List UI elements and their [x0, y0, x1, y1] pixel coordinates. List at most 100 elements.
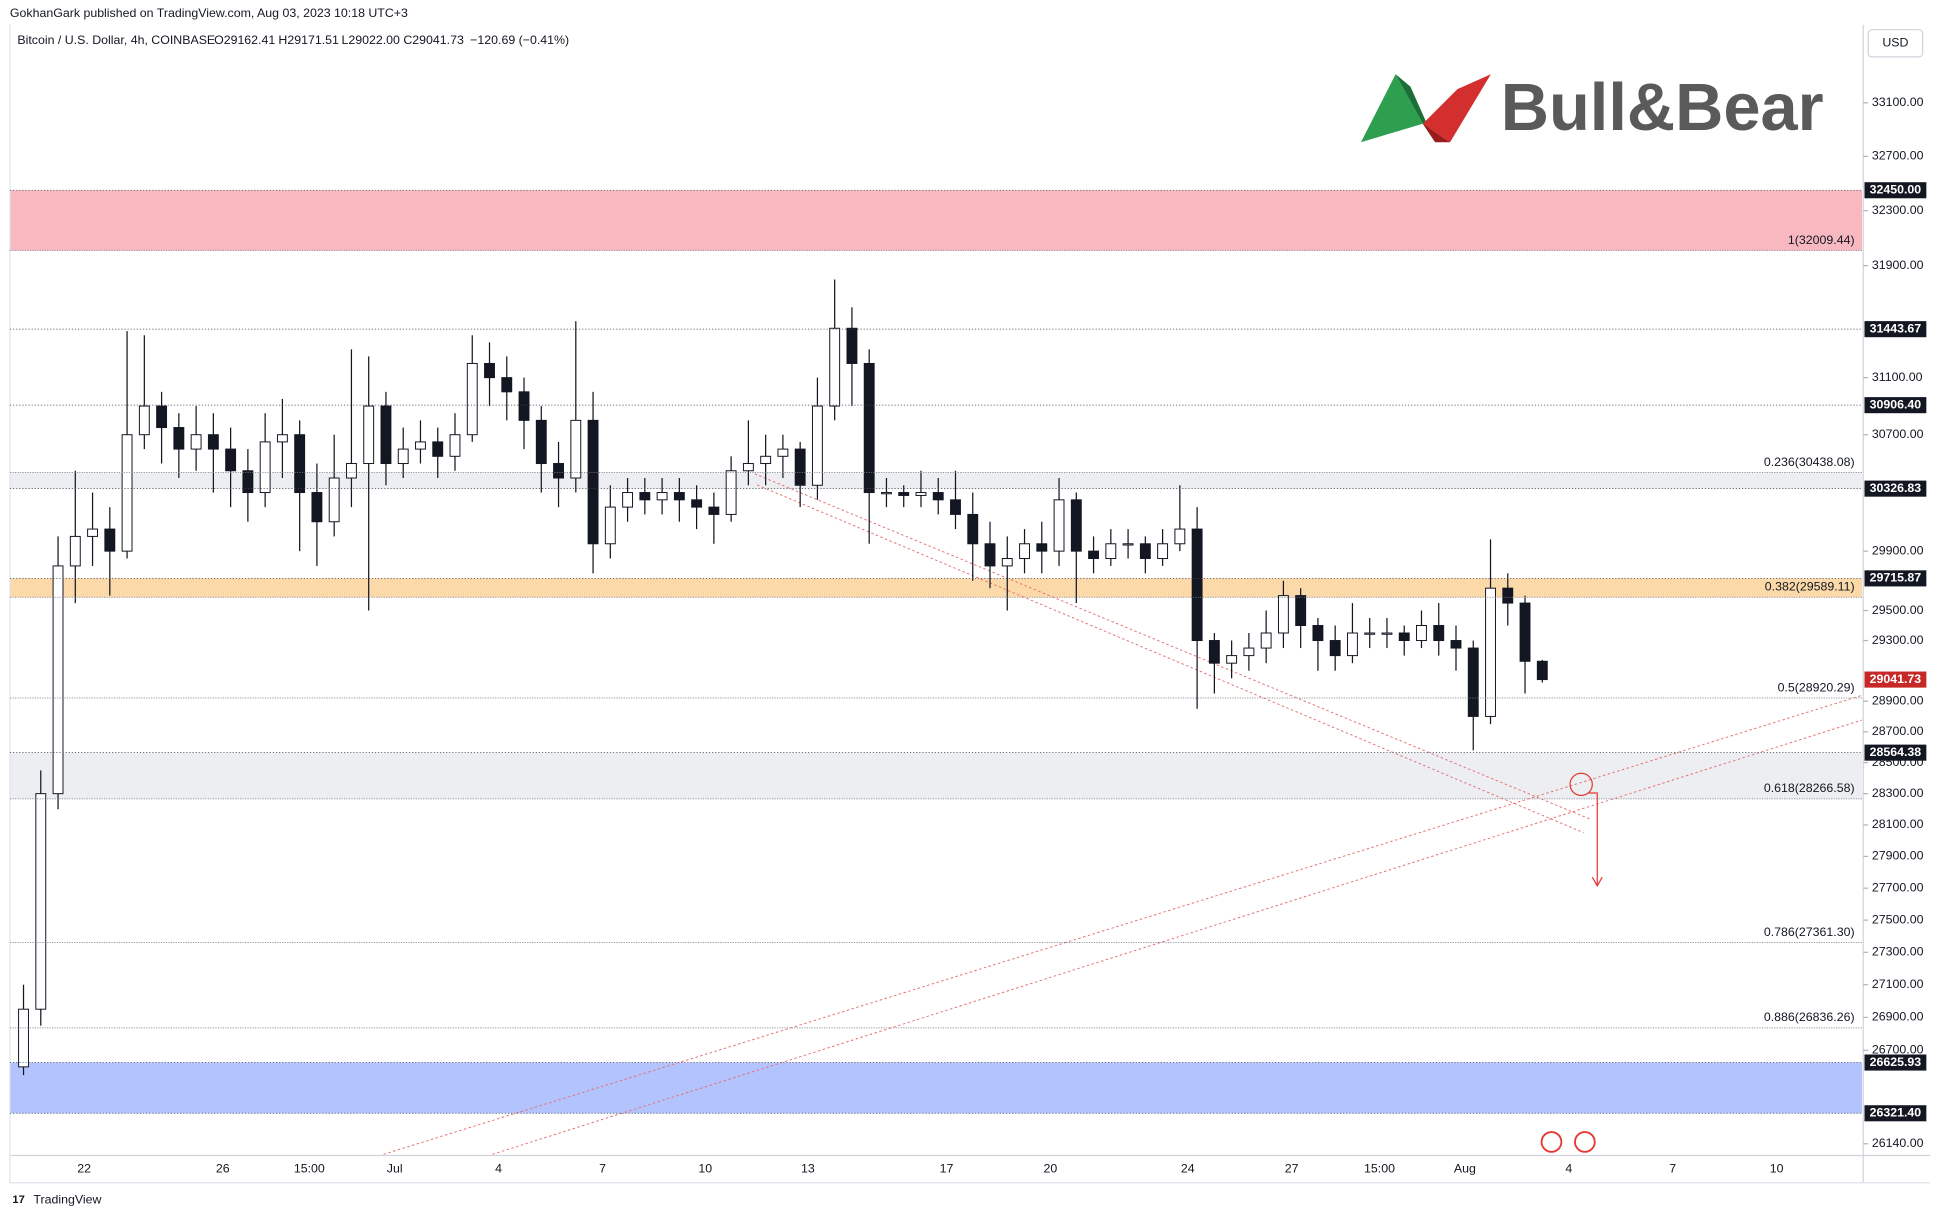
candle-body [1139, 543, 1151, 560]
y-tick-label: 31100.00 [1872, 370, 1923, 384]
arrow [1588, 792, 1603, 888]
x-tick-label: Jul [387, 1161, 403, 1175]
candle-body [1450, 640, 1462, 649]
candle-body [156, 405, 168, 429]
candle-body [742, 463, 754, 472]
candle-body [1433, 625, 1445, 642]
candle-body [691, 499, 703, 508]
candle-body [104, 528, 116, 552]
candle-body [967, 513, 979, 545]
candle-body [1088, 550, 1100, 560]
candle-body [242, 470, 254, 494]
candle-body [1347, 632, 1358, 657]
candle-body [449, 434, 461, 457]
currency-button[interactable] [1867, 29, 1924, 58]
y-tick-label: 31900.00 [1872, 258, 1924, 272]
candle-body [1226, 655, 1238, 664]
candle-body [1157, 543, 1169, 560]
y-tick-label: 27100.00 [1872, 977, 1924, 991]
y-tick-label: 27700.00 [1872, 880, 1924, 894]
x-tick-label: 26 [216, 1161, 230, 1175]
publisher: GokhanGark published on TradingView.com,… [10, 6, 408, 20]
candle-body [1053, 499, 1065, 552]
candle-body [1243, 647, 1255, 657]
candle-body [760, 455, 772, 465]
price-tag [1864, 570, 1927, 587]
candle-body [432, 441, 444, 457]
candle-body [69, 535, 81, 567]
x-tick-label: 15:00 [294, 1161, 325, 1175]
candle-body [570, 419, 582, 479]
candle-body [1105, 543, 1117, 560]
candle-body [553, 463, 564, 479]
zone [9, 1062, 1863, 1114]
x-tick-label: 7 [1669, 1161, 1676, 1175]
y-tick-label: 27900.00 [1872, 849, 1924, 863]
candle-body [932, 492, 944, 501]
price-tag-label: 26321.40 [1870, 1106, 1922, 1120]
candle-body [708, 506, 720, 515]
trend-line [383, 694, 1863, 1155]
candle-body [639, 492, 651, 501]
candle-body [190, 434, 202, 450]
candle-body [673, 492, 685, 501]
candle-body [276, 434, 288, 443]
x-tick-label: 15:00 [1364, 1161, 1395, 1175]
x-tick-label: Aug [1454, 1161, 1476, 1175]
price-tag-label: 26625.93 [1870, 1055, 1922, 1069]
candle-body [1260, 632, 1272, 649]
candle-body [138, 405, 150, 436]
candle-body [656, 492, 668, 501]
ohlc: C29041.73 [403, 33, 464, 47]
candle-body [1122, 543, 1134, 546]
currency[interactable]: USD [1882, 36, 1908, 50]
x-tick-label: 13 [801, 1161, 815, 1175]
candle-body [173, 427, 185, 450]
price-tag [1864, 744, 1927, 761]
price-tag-label: 30326.83 [1870, 481, 1922, 495]
candle-body [1019, 543, 1030, 560]
candle-body [1174, 528, 1186, 545]
candle-body [52, 565, 64, 795]
fib-label: 0.5(28920.29) [1778, 680, 1855, 694]
candle-body [1277, 595, 1289, 634]
candle-body [328, 477, 340, 523]
y-tick-label: 33100.00 [1872, 95, 1924, 109]
x-tick-label: 4 [1565, 1161, 1572, 1175]
candle-body [915, 492, 927, 496]
candle-body [1536, 660, 1548, 681]
x-tick-label: 7 [599, 1161, 606, 1175]
candle-body [466, 362, 478, 436]
ohlc: H29171.51 [278, 33, 339, 47]
y-tick-label: 30700.00 [1872, 427, 1924, 441]
price-tag [1864, 397, 1927, 414]
fib-label: 0.618(28266.58) [1764, 781, 1855, 795]
candle-body [881, 492, 892, 495]
candle-body [484, 362, 495, 379]
zone [9, 578, 1863, 598]
candle-body [35, 793, 47, 1010]
last-price-label: 29041.73 [1870, 672, 1922, 686]
candle-body [207, 434, 219, 450]
candle-body [1364, 632, 1376, 635]
x-tick-label: 20 [1044, 1161, 1058, 1175]
price-tag [1864, 1054, 1927, 1071]
logo-text: Bull&Bear [1501, 71, 1824, 145]
candle-body [18, 1008, 29, 1068]
y-tick-label: 26140.00 [1872, 1136, 1924, 1150]
price-tag-label: 28564.38 [1870, 745, 1922, 759]
candle-body [1398, 632, 1410, 642]
y-tick-label: 27500.00 [1872, 912, 1924, 926]
y-tick-label: 26700.00 [1872, 1043, 1924, 1057]
drawings [383, 74, 1863, 1155]
price-tag-label: 30906.40 [1870, 397, 1922, 411]
change: −120.69 (−0.41%) [470, 33, 569, 47]
candle-body [1001, 558, 1013, 567]
candle-body [622, 492, 634, 508]
y-tick-label: 29900.00 [1872, 543, 1924, 557]
x-tick-label: 24 [1181, 1161, 1195, 1175]
candle-body [225, 448, 237, 472]
candle-body [501, 377, 513, 393]
price-tag-label: 31443.67 [1870, 321, 1922, 335]
zone [9, 472, 1863, 489]
